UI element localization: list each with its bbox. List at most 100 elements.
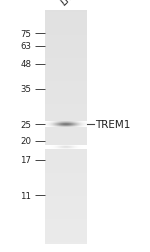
Bar <box>68 125 69 126</box>
Bar <box>81 125 82 126</box>
Bar <box>45 229 87 230</box>
Bar <box>59 147 60 148</box>
Bar <box>46 123 47 124</box>
Bar <box>52 147 53 148</box>
Bar <box>81 147 82 148</box>
Bar <box>57 126 58 127</box>
Bar <box>66 146 67 147</box>
Bar <box>53 148 54 149</box>
Bar <box>45 123 87 124</box>
Bar <box>71 124 72 125</box>
Bar <box>65 148 66 149</box>
Bar <box>55 147 56 148</box>
Bar <box>45 69 87 70</box>
Bar <box>59 124 60 125</box>
Bar <box>58 122 59 123</box>
Bar <box>59 146 60 147</box>
Text: 35: 35 <box>21 85 32 94</box>
Bar <box>74 125 75 126</box>
Bar <box>60 148 61 149</box>
Bar <box>84 123 85 124</box>
Bar <box>53 147 54 148</box>
Bar <box>79 123 80 124</box>
Bar <box>49 148 50 149</box>
Bar <box>49 125 50 126</box>
Bar <box>53 126 54 127</box>
Bar <box>64 126 65 127</box>
Bar <box>83 147 84 148</box>
Bar <box>45 163 87 164</box>
Bar <box>58 122 59 123</box>
Bar <box>45 126 46 127</box>
Bar <box>59 147 60 148</box>
Bar <box>71 124 72 125</box>
Bar <box>71 147 72 148</box>
Bar <box>78 146 79 147</box>
Bar <box>45 147 46 148</box>
Bar <box>73 146 74 147</box>
Bar <box>71 124 72 125</box>
Bar <box>71 125 72 126</box>
Bar <box>56 124 57 125</box>
Bar <box>83 147 84 148</box>
Bar <box>45 195 87 196</box>
Bar <box>80 126 81 127</box>
Text: 63: 63 <box>21 42 32 51</box>
Bar <box>66 123 67 124</box>
Bar <box>80 146 81 147</box>
Bar <box>60 123 61 124</box>
Bar <box>63 125 64 126</box>
Bar <box>59 124 60 125</box>
Bar <box>68 125 69 126</box>
Bar <box>85 147 86 148</box>
Bar <box>62 147 63 148</box>
Bar <box>72 147 73 148</box>
Bar <box>64 125 65 126</box>
Bar <box>83 146 84 147</box>
Bar <box>70 123 71 124</box>
Bar <box>61 124 62 125</box>
Bar <box>71 124 72 125</box>
Bar <box>45 225 87 226</box>
Bar <box>66 148 67 149</box>
Bar <box>47 146 48 147</box>
Bar <box>45 203 87 204</box>
Bar <box>68 124 69 125</box>
Bar <box>53 126 54 127</box>
Bar <box>61 148 62 149</box>
Bar <box>73 123 74 124</box>
Bar <box>57 126 58 127</box>
Bar <box>53 146 54 147</box>
Bar <box>64 126 65 127</box>
Bar <box>53 126 54 127</box>
Bar <box>80 125 81 126</box>
Bar <box>50 125 51 126</box>
Bar <box>50 122 51 123</box>
Bar <box>54 148 55 149</box>
Bar <box>83 146 84 147</box>
Bar <box>68 122 69 123</box>
Bar <box>62 122 63 123</box>
Bar <box>82 123 83 124</box>
Bar <box>85 125 86 126</box>
Bar <box>67 147 68 148</box>
Bar <box>82 124 83 125</box>
Bar <box>78 147 79 148</box>
Bar <box>58 124 59 125</box>
Bar <box>78 148 79 149</box>
Bar <box>67 122 68 123</box>
Bar <box>63 146 64 147</box>
Bar <box>45 159 87 160</box>
Bar <box>50 147 51 148</box>
Bar <box>45 177 87 178</box>
Bar <box>45 39 87 40</box>
Bar <box>77 148 78 149</box>
Bar <box>45 126 46 127</box>
Bar <box>69 122 70 123</box>
Bar <box>70 146 71 147</box>
Bar <box>49 123 50 124</box>
Bar <box>85 146 86 147</box>
Bar <box>45 210 87 211</box>
Bar <box>66 122 67 123</box>
Bar <box>62 147 63 148</box>
